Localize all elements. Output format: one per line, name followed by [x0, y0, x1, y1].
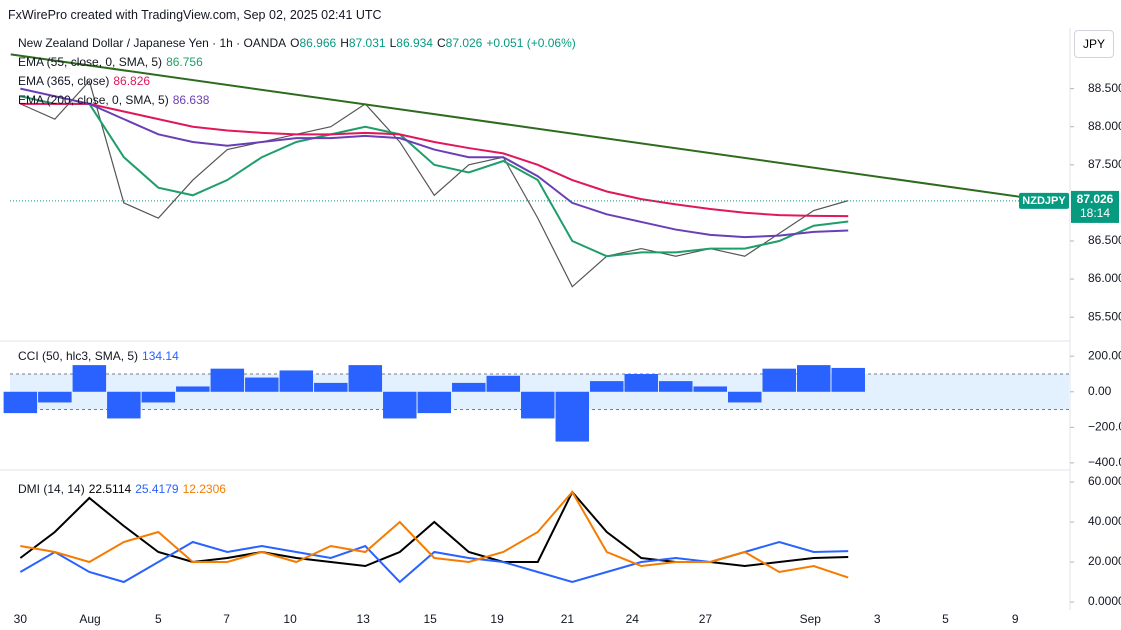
y-tick-label: 88.000 — [1088, 119, 1121, 133]
cci-bar — [141, 391, 176, 403]
y-tick-label: 200.00 — [1088, 348, 1121, 362]
legend-row: EMA (55, close, 0, SMA, 5) 86.756 — [18, 55, 207, 69]
series-line — [20, 79, 849, 288]
x-tick-label: 15 — [423, 612, 437, 626]
legend-value: 25.4179 — [135, 482, 179, 496]
y-tick-label: 88.500 — [1088, 81, 1121, 95]
cci-bar — [176, 386, 210, 392]
cci-bar — [693, 386, 727, 392]
legend-name: CCI (50, hlc3, SMA, 5) — [18, 349, 139, 363]
series-line — [19, 490, 849, 568]
change-value: +0.051 (+0.06%) — [486, 36, 576, 50]
x-tick-label: 19 — [490, 612, 504, 626]
y-tick-label: −200.00 — [1088, 420, 1121, 434]
ohlc-value: 87.026 — [445, 36, 483, 50]
series-line — [19, 540, 849, 584]
legend-row: CCI (50, hlc3, SMA, 5) 134.14 — [18, 349, 183, 363]
cci-bar — [38, 391, 72, 403]
cci-bar — [210, 368, 245, 392]
x-tick-label: 30 — [14, 612, 28, 626]
cci-bar — [831, 367, 865, 392]
x-tick-label: 13 — [357, 612, 371, 626]
x-tick-label: 10 — [283, 612, 297, 626]
y-tick-label: 20.0000 — [1088, 554, 1121, 568]
x-tick-label: 5 — [942, 612, 949, 626]
cci-bar — [314, 382, 348, 392]
legend-value: 134.14 — [142, 349, 179, 363]
legend-row: New Zealand Dollar / Japanese Yen · 1h ·… — [18, 36, 580, 50]
credit: FxWirePro created with TradingView.com, … — [8, 8, 382, 22]
y-tick-label: 86.000 — [1088, 271, 1121, 285]
series-line — [20, 490, 849, 579]
price-tag — [1071, 190, 1119, 223]
cci-bar — [417, 391, 452, 414]
symbol-label: NZDJPY — [1022, 195, 1066, 207]
ohlc-key: C — [436, 36, 446, 50]
x-tick-label: 5 — [155, 612, 162, 626]
series-line — [20, 87, 849, 239]
ohlc-key: L — [389, 36, 397, 50]
series-line — [20, 102, 849, 218]
price-label: 87.026 — [1077, 192, 1114, 206]
series-line — [20, 95, 849, 258]
cci-bar — [590, 381, 624, 392]
x-tick-label: 7 — [223, 612, 230, 626]
y-tick-label: 86.500 — [1088, 233, 1121, 247]
cci-bar — [796, 365, 831, 392]
y-tick-label: 40.0000 — [1088, 514, 1121, 528]
legend-value: 86.826 — [113, 74, 151, 88]
x-tick-label: Sep — [800, 612, 822, 626]
cci-bar — [279, 370, 314, 392]
x-tick-label: 9 — [1012, 612, 1019, 626]
currency-button[interactable]: JPY — [1074, 30, 1114, 58]
x-tick-label: 21 — [561, 612, 575, 626]
legend-value: 86.638 — [172, 93, 210, 107]
legend-value: 12.2306 — [182, 482, 226, 496]
cci-bar — [3, 391, 38, 414]
y-tick-label: 0.00 — [1088, 384, 1112, 398]
legend-row: EMA (365, close) 86.826 — [18, 74, 154, 88]
cci-bar — [521, 391, 555, 419]
cci-bar — [555, 391, 590, 442]
legend-row: EMA (200, close, 0, SMA, 5) 86.638 — [18, 93, 213, 107]
ohlc-key: H — [340, 36, 349, 50]
ohlc-value: 86.934 — [396, 36, 433, 50]
legend-name: EMA (55, close, 0, SMA, 5) — [18, 55, 163, 69]
ohlc-key: O — [290, 36, 300, 50]
cci-bar — [245, 377, 279, 392]
cci-bar — [348, 365, 383, 392]
legend-row: DMI (14, 14) 22.5114 25.4179 12.2306 — [18, 482, 230, 496]
x-tick-label: 24 — [626, 612, 640, 626]
y-tick-label: −400.00 — [1088, 455, 1121, 469]
cci-bar — [72, 365, 107, 392]
legend-name: DMI (14, 14) — [18, 482, 85, 496]
x-tick-label: Aug — [79, 612, 100, 626]
cci-bar — [624, 374, 659, 392]
y-tick-label: 87.500 — [1088, 157, 1121, 171]
cci-bar — [452, 382, 486, 392]
legend-name: EMA (365, close) — [18, 74, 110, 88]
y-tick-label: 60.0000 — [1088, 474, 1121, 488]
cci-bar — [486, 375, 521, 392]
cci-bar — [659, 381, 693, 392]
x-tick-label: 3 — [874, 612, 881, 626]
y-tick-label: 0.0000 — [1088, 594, 1121, 608]
y-tick-label: 85.500 — [1088, 309, 1121, 323]
symbol-tag — [1019, 192, 1069, 209]
trendline — [10, 53, 1021, 198]
countdown-label: 18:14 — [1080, 206, 1110, 220]
legend-name: EMA (200, close, 0, SMA, 5) — [18, 93, 169, 107]
legend-value: 22.5114 — [88, 482, 132, 496]
cci-bar — [107, 391, 141, 419]
cci-bar — [762, 368, 796, 392]
x-tick-label: 27 — [699, 612, 713, 626]
legend-value: 86.756 — [166, 55, 203, 69]
legend-title: New Zealand Dollar / Japanese Yen · 1h ·… — [18, 36, 287, 50]
cci-bar — [383, 391, 417, 419]
cci-bar — [727, 391, 762, 403]
ohlc-value: 86.966 — [299, 36, 337, 50]
ohlc-value: 87.031 — [348, 36, 386, 50]
